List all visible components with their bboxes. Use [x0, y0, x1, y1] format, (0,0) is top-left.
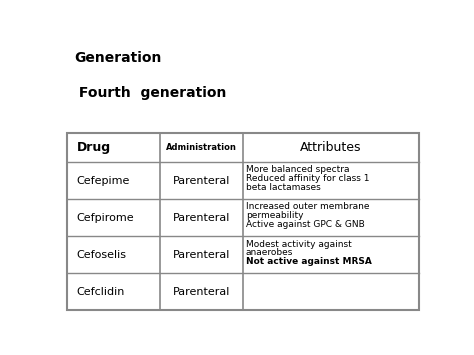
Text: Cefpirome: Cefpirome [77, 213, 134, 223]
Text: Attributes: Attributes [301, 141, 362, 154]
Text: Active against GPC & GNB: Active against GPC & GNB [246, 220, 365, 229]
Text: Increased outer membrane: Increased outer membrane [246, 202, 369, 212]
Text: Cefepime: Cefepime [77, 176, 130, 186]
Text: Reduced affinity for class 1: Reduced affinity for class 1 [246, 174, 369, 183]
Text: Parenteral: Parenteral [173, 176, 230, 186]
Text: Cefclidin: Cefclidin [77, 287, 125, 297]
Text: Parenteral: Parenteral [173, 213, 230, 223]
Text: Generation: Generation [74, 51, 161, 65]
Text: Modest activity against: Modest activity against [246, 240, 352, 248]
Text: permeability: permeability [246, 211, 303, 220]
Text: Parenteral: Parenteral [173, 287, 230, 297]
Text: More balanced spectra: More balanced spectra [246, 165, 349, 174]
Text: Drug: Drug [77, 141, 111, 154]
Text: Parenteral: Parenteral [173, 250, 230, 260]
Text: Cefoselis: Cefoselis [77, 250, 127, 260]
Text: Fourth  generation: Fourth generation [74, 86, 226, 100]
Bar [66, 133, 419, 311]
Text: beta lactamases: beta lactamases [246, 183, 320, 192]
Text: Not active against MRSA: Not active against MRSA [246, 257, 372, 266]
Text: Administration: Administration [166, 143, 237, 152]
Text: anaerobes: anaerobes [246, 248, 293, 257]
